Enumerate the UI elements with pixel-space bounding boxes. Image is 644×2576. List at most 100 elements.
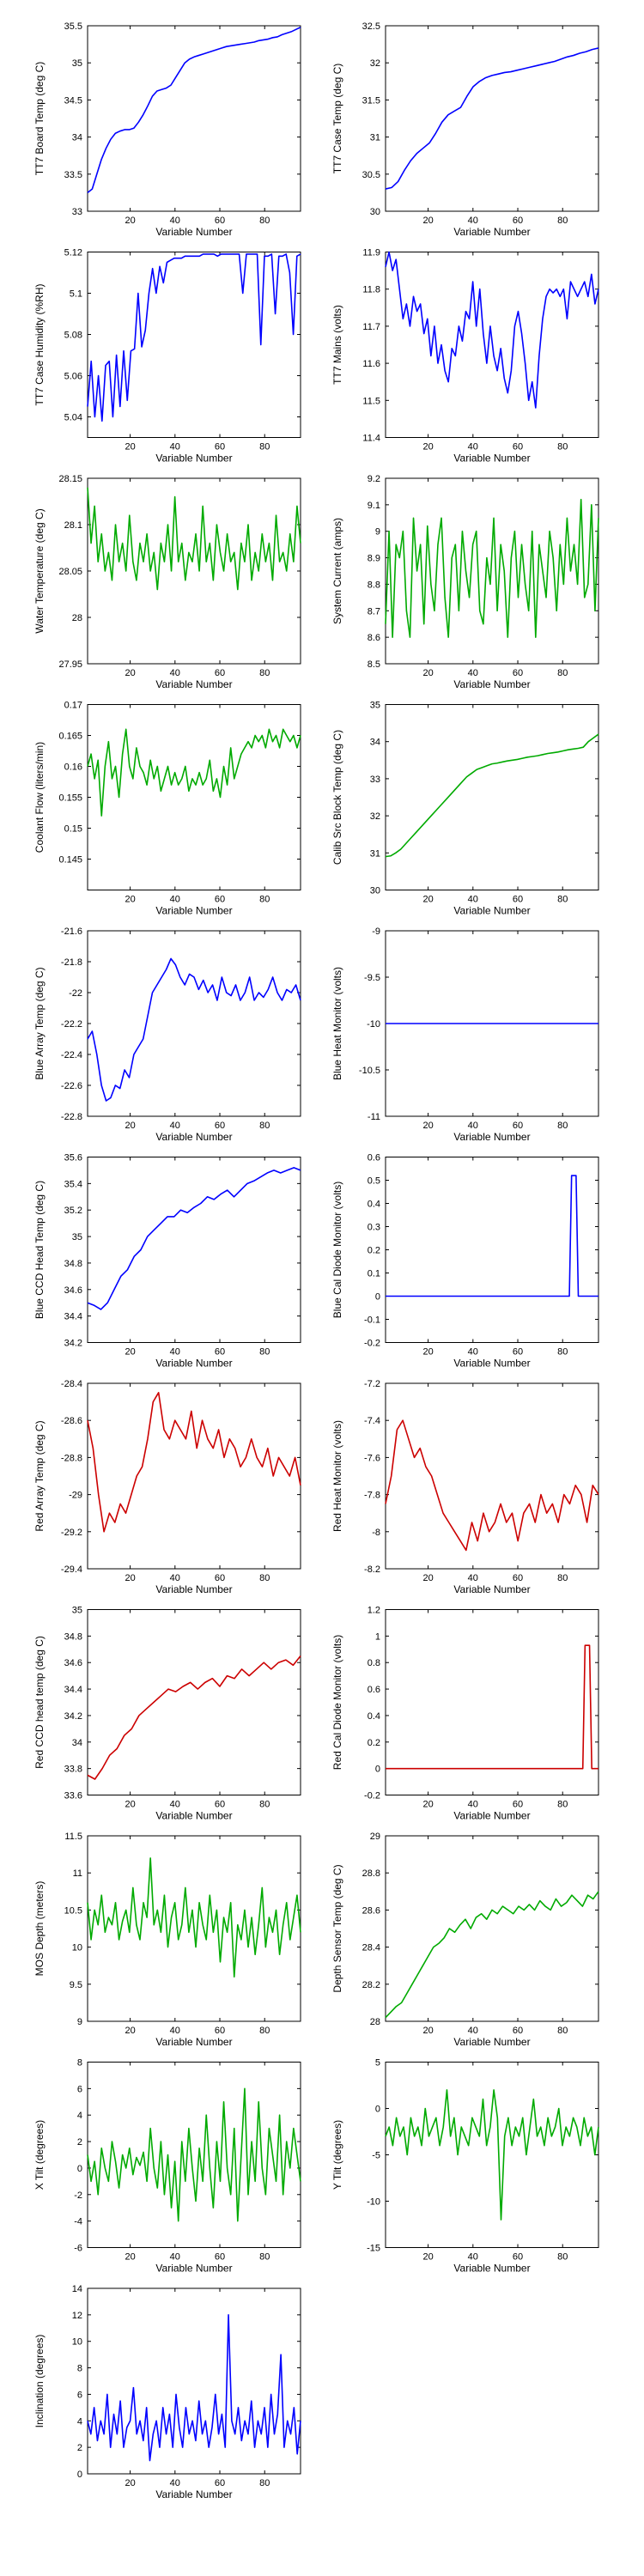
chart-panel-17: 9 9.5 10 10.5 11 11.5 20 40 60 80 Variable Number M…	[33, 1832, 301, 2048]
y-tick-label: -22.6	[61, 1081, 82, 1091]
x-tick-label: 40	[468, 2252, 478, 2263]
x-axis-label: Variable Number	[155, 1358, 232, 1370]
y-tick-label: 4	[77, 2111, 82, 2121]
y-axis-label: Depth Sensor Temp (deg C)	[331, 1864, 343, 1992]
y-tick-label: 34.4	[64, 1685, 82, 1695]
chart-panel-20: -15 -10 -5 0 5 20 40 60 80 Variable Number Y Tilt …	[331, 2058, 599, 2275]
plot-frame	[87, 25, 301, 212]
y-tick-label: -7.6	[364, 1453, 380, 1463]
series-line-1	[385, 1891, 599, 2019]
chart-panel-12: -0.2 -0.1 0 0.1 0.2 0.3 0.4 0.5 0.6 20 40 60 80 Varia…	[331, 1153, 599, 1370]
x-tick-label: 60	[215, 1800, 225, 1810]
plot-frame	[385, 25, 599, 212]
x-tick-label: 60	[215, 895, 225, 905]
y-tick-label: -22	[69, 988, 82, 999]
y-tick-label: 10	[72, 1943, 82, 1953]
x-axis-label: Variable Number	[155, 2263, 232, 2275]
y-tick-label: 35	[72, 58, 82, 69]
y-tick-label: 9.1	[368, 501, 380, 511]
y-tick-label: 14	[72, 2284, 82, 2294]
x-tick-label: 20	[422, 668, 433, 678]
y-tick-label: 28	[72, 613, 82, 623]
y-tick-label: 5.06	[64, 372, 82, 382]
x-tick-label: 80	[557, 2026, 568, 2036]
x-tick-label: 20	[125, 668, 135, 678]
x-tick-label: 40	[170, 1800, 180, 1810]
x-tick-label: 40	[468, 1121, 478, 1131]
y-tick-label: 28.1	[64, 520, 82, 531]
series-line-1	[385, 2089, 599, 2221]
y-tick-label: 35.4	[64, 1179, 82, 1189]
y-tick-label: 0	[375, 1292, 380, 1303]
y-tick-label: 9.2	[368, 474, 380, 484]
series-line-1	[87, 2087, 301, 2222]
y-tick-label: 27.95	[58, 659, 82, 670]
x-tick-label: 20	[125, 2252, 135, 2263]
x-tick-label: 60	[513, 442, 523, 453]
y-tick-label: 5.08	[64, 331, 82, 341]
chart-panel-9: -22.8 -22.6 -22.4 -22.2 -22 -21.8 -21.6 20 40 60 8…	[33, 927, 301, 1143]
x-tick-label: 80	[259, 2478, 270, 2488]
x-tick-label: 40	[170, 2252, 180, 2263]
x-tick-label: 40	[468, 1573, 478, 1583]
y-tick-label: 0.17	[64, 701, 82, 711]
y-tick-label: -10	[367, 2197, 380, 2208]
y-tick-label: 30	[370, 207, 380, 217]
series-line-1	[385, 47, 599, 190]
x-axis-label: Variable Number	[453, 2263, 530, 2275]
y-tick-label: 11.5	[64, 1832, 82, 1842]
y-tick-label: -28.8	[61, 1453, 82, 1463]
y-tick-label: 33.6	[64, 1791, 82, 1801]
y-axis-label: TT7 Case Temp (deg C)	[331, 64, 343, 174]
y-tick-label: 34.2	[64, 1711, 82, 1722]
x-tick-label: 60	[513, 895, 523, 905]
chart-panel-3: 5.04 5.06 5.08 5.1 5.12 20 40 60 80 Variable Numb…	[33, 248, 301, 465]
y-tick-label: 28.8	[362, 1868, 380, 1879]
chart-panel-8: 30 31 32 33 34 35 20 40 60 80 Variable Number Calib…	[331, 701, 599, 917]
y-tick-label: 8	[77, 2058, 82, 2069]
x-tick-label: 60	[215, 2026, 225, 2036]
y-tick-label: 35.5	[64, 21, 82, 32]
x-tick-label: 20	[125, 1347, 135, 1358]
x-axis-label: Variable Number	[155, 1583, 232, 1595]
y-tick-label: 34.8	[64, 1631, 82, 1642]
y-tick-label: 11.8	[362, 285, 380, 295]
y-tick-label: -9.5	[364, 973, 380, 983]
x-tick-label: 60	[215, 2252, 225, 2263]
x-tick-label: 60	[513, 1347, 523, 1358]
y-tick-label: -9	[372, 927, 380, 937]
y-tick-label: -8	[372, 1528, 380, 1538]
x-tick-label: 20	[125, 2026, 135, 2036]
x-tick-label: 60	[513, 1573, 523, 1583]
y-tick-label: 9.5	[70, 1980, 82, 1990]
x-tick-label: 80	[259, 442, 270, 453]
x-axis-label: Variable Number	[453, 905, 530, 917]
y-tick-label: 6	[77, 2084, 82, 2094]
y-tick-label: 31	[370, 848, 380, 859]
y-tick-label: -22.2	[61, 1019, 82, 1030]
x-axis-label: Variable Number	[453, 678, 530, 690]
y-tick-label: 0.16	[64, 762, 82, 773]
y-axis-label: Red CCD head temp (deg C)	[33, 1636, 46, 1769]
series-line-1	[87, 1392, 301, 1533]
x-tick-label: 80	[259, 1121, 270, 1131]
x-tick-label: 80	[557, 1573, 568, 1583]
y-axis-label: Y Tilt (degrees)	[331, 2120, 343, 2190]
y-axis-label: Inclination (degrees)	[33, 2335, 46, 2428]
x-tick-label: 40	[468, 668, 478, 678]
series-line-1	[87, 1857, 301, 1978]
x-tick-label: 60	[513, 216, 523, 226]
y-tick-label: -22.4	[61, 1050, 82, 1060]
x-tick-label: 60	[215, 216, 225, 226]
x-tick-label: 80	[259, 2252, 270, 2263]
y-tick-label: 8.7	[368, 606, 380, 617]
y-tick-label: 10.5	[64, 1905, 82, 1916]
y-tick-label: 34	[72, 133, 82, 143]
x-axis-label: Variable Number	[453, 1358, 530, 1370]
y-tick-label: 0	[375, 2105, 380, 2115]
y-tick-label: 0	[375, 1765, 380, 1775]
y-axis-label: TT7 Mains (volts)	[331, 305, 343, 385]
y-tick-label: 33.5	[64, 170, 82, 180]
x-tick-label: 60	[513, 1800, 523, 1810]
